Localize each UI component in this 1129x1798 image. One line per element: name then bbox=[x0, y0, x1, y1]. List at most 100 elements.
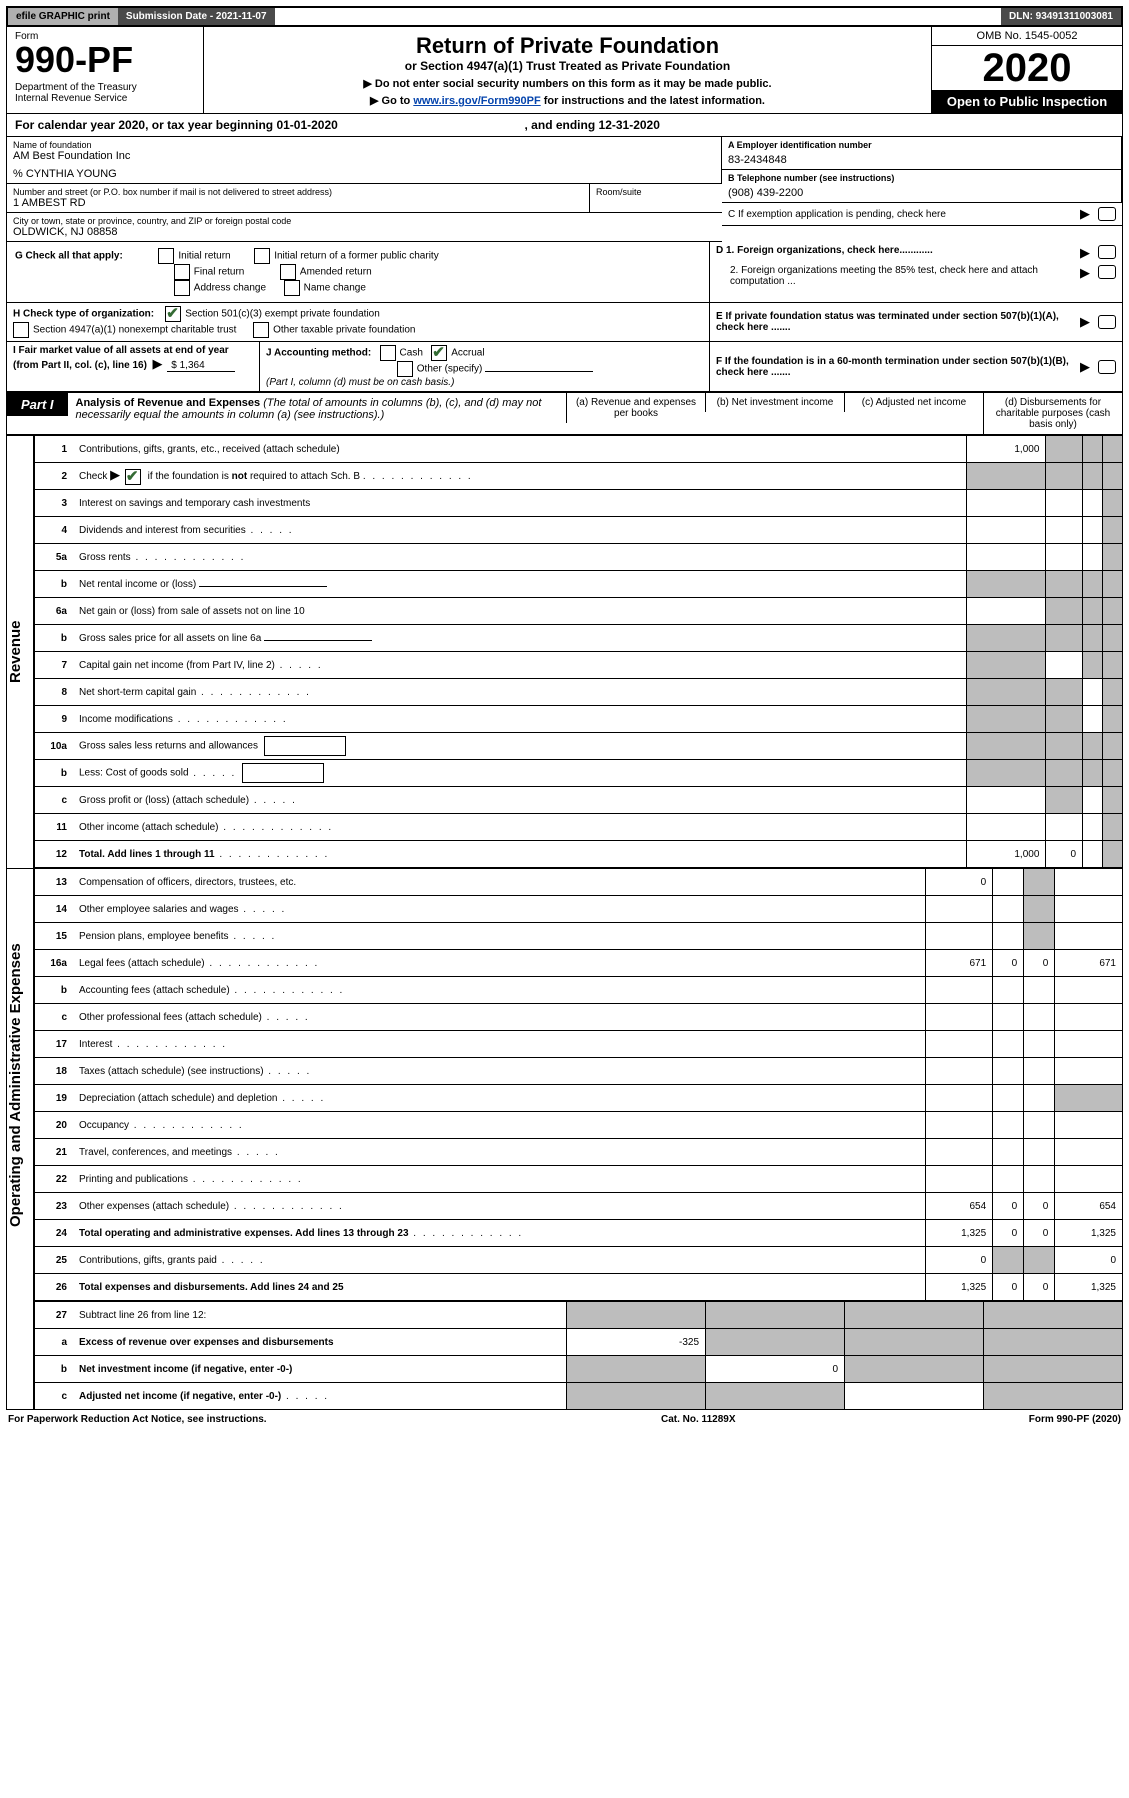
table-row: aExcess of revenue over expenses and dis… bbox=[35, 1329, 1123, 1356]
table-row: 1Contributions, gifts, grants, etc., rec… bbox=[35, 436, 1123, 463]
table-row: bNet investment income (if negative, ent… bbox=[35, 1356, 1123, 1383]
expenses-section: Operating and Administrative Expenses 13… bbox=[6, 868, 1123, 1301]
revenue-table: 1Contributions, gifts, grants, etc., rec… bbox=[34, 435, 1123, 868]
table-row: 3Interest on savings and temporary cash … bbox=[35, 490, 1123, 517]
table-row: 27Subtract line 26 from line 12: bbox=[35, 1302, 1123, 1329]
section-j-note: (Part I, column (d) must be on cash basi… bbox=[266, 377, 454, 388]
section-f-label: F If the foundation is in a 60-month ter… bbox=[716, 356, 1069, 378]
table-row: 20Occupancy bbox=[35, 1112, 1123, 1139]
g-initial-return-checkbox[interactable] bbox=[158, 248, 174, 264]
h-other-taxable-checkbox[interactable] bbox=[253, 322, 269, 338]
j-accrual-checkbox[interactable] bbox=[431, 345, 447, 361]
table-row: 23Other expenses (attach schedule)654006… bbox=[35, 1193, 1123, 1220]
section-h-label: H Check type of organization: bbox=[13, 309, 154, 320]
section-f-checkbox[interactable] bbox=[1098, 360, 1116, 374]
section-c-label: C If exemption application is pending, c… bbox=[728, 209, 1080, 220]
table-row: 10aGross sales less returns and allowanc… bbox=[35, 733, 1123, 760]
ein-label: A Employer identification number bbox=[728, 140, 1115, 150]
table-row: 22Printing and publications bbox=[35, 1166, 1123, 1193]
submission-date: Submission Date - 2021-11-07 bbox=[118, 8, 275, 25]
table-row: 4Dividends and interest from securities bbox=[35, 517, 1123, 544]
j-other-checkbox[interactable] bbox=[397, 361, 413, 377]
h-4947-checkbox[interactable] bbox=[13, 322, 29, 338]
section-j-label: J Accounting method: bbox=[266, 348, 371, 359]
section-g-label: G Check all that apply: bbox=[15, 251, 123, 262]
table-row: 9Income modifications bbox=[35, 706, 1123, 733]
col-d-header: (d) Disbursements for charitable purpose… bbox=[983, 393, 1122, 434]
part1-header: Part I Analysis of Revenue and Expenses … bbox=[6, 393, 1123, 435]
fmv-value: $ 1,364 bbox=[167, 360, 235, 372]
telephone: (908) 439-2200 bbox=[728, 187, 1115, 199]
section-e-checkbox[interactable] bbox=[1098, 315, 1116, 329]
instr-line1: ▶ Do not enter social security numbers o… bbox=[210, 77, 925, 90]
table-row: 15Pension plans, employee benefits bbox=[35, 923, 1123, 950]
form-number: 990-PF bbox=[15, 42, 195, 78]
col-c-header: (c) Adjusted net income bbox=[844, 393, 983, 412]
line27-section: 27Subtract line 26 from line 12: aExcess… bbox=[6, 1301, 1123, 1410]
table-row: 8Net short-term capital gain bbox=[35, 679, 1123, 706]
table-row: bLess: Cost of goods sold bbox=[35, 760, 1123, 787]
g-address-change-checkbox[interactable] bbox=[174, 280, 190, 296]
calendar-year-end: , and ending 12-31-2020 bbox=[525, 118, 660, 132]
table-row: 18Taxes (attach schedule) (see instructi… bbox=[35, 1058, 1123, 1085]
section-e-label: E If private foundation status was termi… bbox=[716, 311, 1059, 333]
table-row: 5aGross rents bbox=[35, 544, 1123, 571]
table-row: bGross sales price for all assets on lin… bbox=[35, 625, 1123, 652]
g-final-return-checkbox[interactable] bbox=[174, 264, 190, 280]
g-initial-former-checkbox[interactable] bbox=[254, 248, 270, 264]
h-501c3-checkbox[interactable] bbox=[165, 306, 181, 322]
instr-line2: ▶ Go to www.irs.gov/Form990PF for instru… bbox=[210, 94, 925, 107]
table-row: 24Total operating and administrative exp… bbox=[35, 1220, 1123, 1247]
calendar-year-begin: For calendar year 2020, or tax year begi… bbox=[15, 118, 338, 132]
omb-number: OMB No. 1545-0052 bbox=[932, 27, 1122, 46]
schedule-b-checkbox[interactable] bbox=[125, 469, 141, 485]
instructions-link[interactable]: www.irs.gov/Form990PF bbox=[413, 95, 540, 107]
foundation-name: AM Best Foundation Inc bbox=[13, 150, 715, 162]
table-row: cGross profit or (loss) (attach schedule… bbox=[35, 787, 1123, 814]
street-address: 1 AMBEST RD bbox=[13, 197, 583, 209]
col-b-header: (b) Net investment income bbox=[705, 393, 844, 412]
telephone-label: B Telephone number (see instructions) bbox=[728, 173, 1115, 183]
j-cash-checkbox[interactable] bbox=[380, 345, 396, 361]
care-of: % CYNTHIA YOUNG bbox=[13, 168, 715, 180]
efile-label[interactable]: efile GRAPHIC print bbox=[8, 8, 118, 25]
table-row: 7Capital gain net income (from Part IV, … bbox=[35, 652, 1123, 679]
arrow-icon: ▶ bbox=[1080, 206, 1090, 222]
d2-checkbox[interactable] bbox=[1098, 265, 1116, 279]
expenses-table: 13Compensation of officers, directors, t… bbox=[34, 868, 1123, 1301]
top-bar: efile GRAPHIC print Submission Date - 20… bbox=[6, 6, 1123, 27]
city-state-zip: OLDWICK, NJ 08858 bbox=[13, 226, 716, 238]
revenue-section: Revenue 1Contributions, gifts, grants, e… bbox=[6, 435, 1123, 868]
d1-checkbox[interactable] bbox=[1098, 245, 1116, 259]
arrow-icon: ▶ bbox=[1080, 314, 1090, 330]
g-amended-return-checkbox[interactable] bbox=[280, 264, 296, 280]
table-row: 11Other income (attach schedule) bbox=[35, 814, 1123, 841]
expenses-vlabel: Operating and Administrative Expenses bbox=[6, 868, 34, 1301]
address-label: Number and street (or P.O. box number if… bbox=[13, 187, 583, 197]
part1-tab: Part I bbox=[7, 393, 68, 416]
foundation-name-label: Name of foundation bbox=[13, 140, 715, 150]
table-row: cAdjusted net income (if negative, enter… bbox=[35, 1383, 1123, 1410]
table-row: 16aLegal fees (attach schedule)67100671 bbox=[35, 950, 1123, 977]
page-footer: For Paperwork Reduction Act Notice, see … bbox=[6, 1410, 1123, 1429]
section-d1-label: D 1. Foreign organizations, check here..… bbox=[716, 245, 933, 256]
section-c-checkbox[interactable] bbox=[1098, 207, 1116, 221]
table-row: 13Compensation of officers, directors, t… bbox=[35, 869, 1123, 896]
g-name-change-checkbox[interactable] bbox=[284, 280, 300, 296]
city-label: City or town, state or province, country… bbox=[13, 216, 716, 226]
table-row: 21Travel, conferences, and meetings bbox=[35, 1139, 1123, 1166]
dln: DLN: 93491311003081 bbox=[1001, 8, 1121, 25]
table-row: 6aNet gain or (loss) from sale of assets… bbox=[35, 598, 1123, 625]
entity-block: For calendar year 2020, or tax year begi… bbox=[6, 114, 1123, 393]
form-header: Form 990-PF Department of the Treasury I… bbox=[6, 27, 1123, 114]
ein: 83-2434848 bbox=[728, 154, 1115, 166]
table-row: 2Check ▶ if the foundation is not requir… bbox=[35, 463, 1123, 490]
part1-title: Analysis of Revenue and Expenses bbox=[76, 397, 261, 409]
form-ref: Form 990-PF (2020) bbox=[921, 1414, 1121, 1425]
table-row: 26Total expenses and disbursements. Add … bbox=[35, 1274, 1123, 1301]
col-a-header: (a) Revenue and expenses per books bbox=[566, 393, 705, 423]
form-subtitle: or Section 4947(a)(1) Trust Treated as P… bbox=[210, 59, 925, 73]
table-row: 25Contributions, gifts, grants paid00 bbox=[35, 1247, 1123, 1274]
dept-label: Department of the Treasury Internal Reve… bbox=[15, 82, 195, 104]
tax-year: 2020 bbox=[932, 46, 1122, 90]
